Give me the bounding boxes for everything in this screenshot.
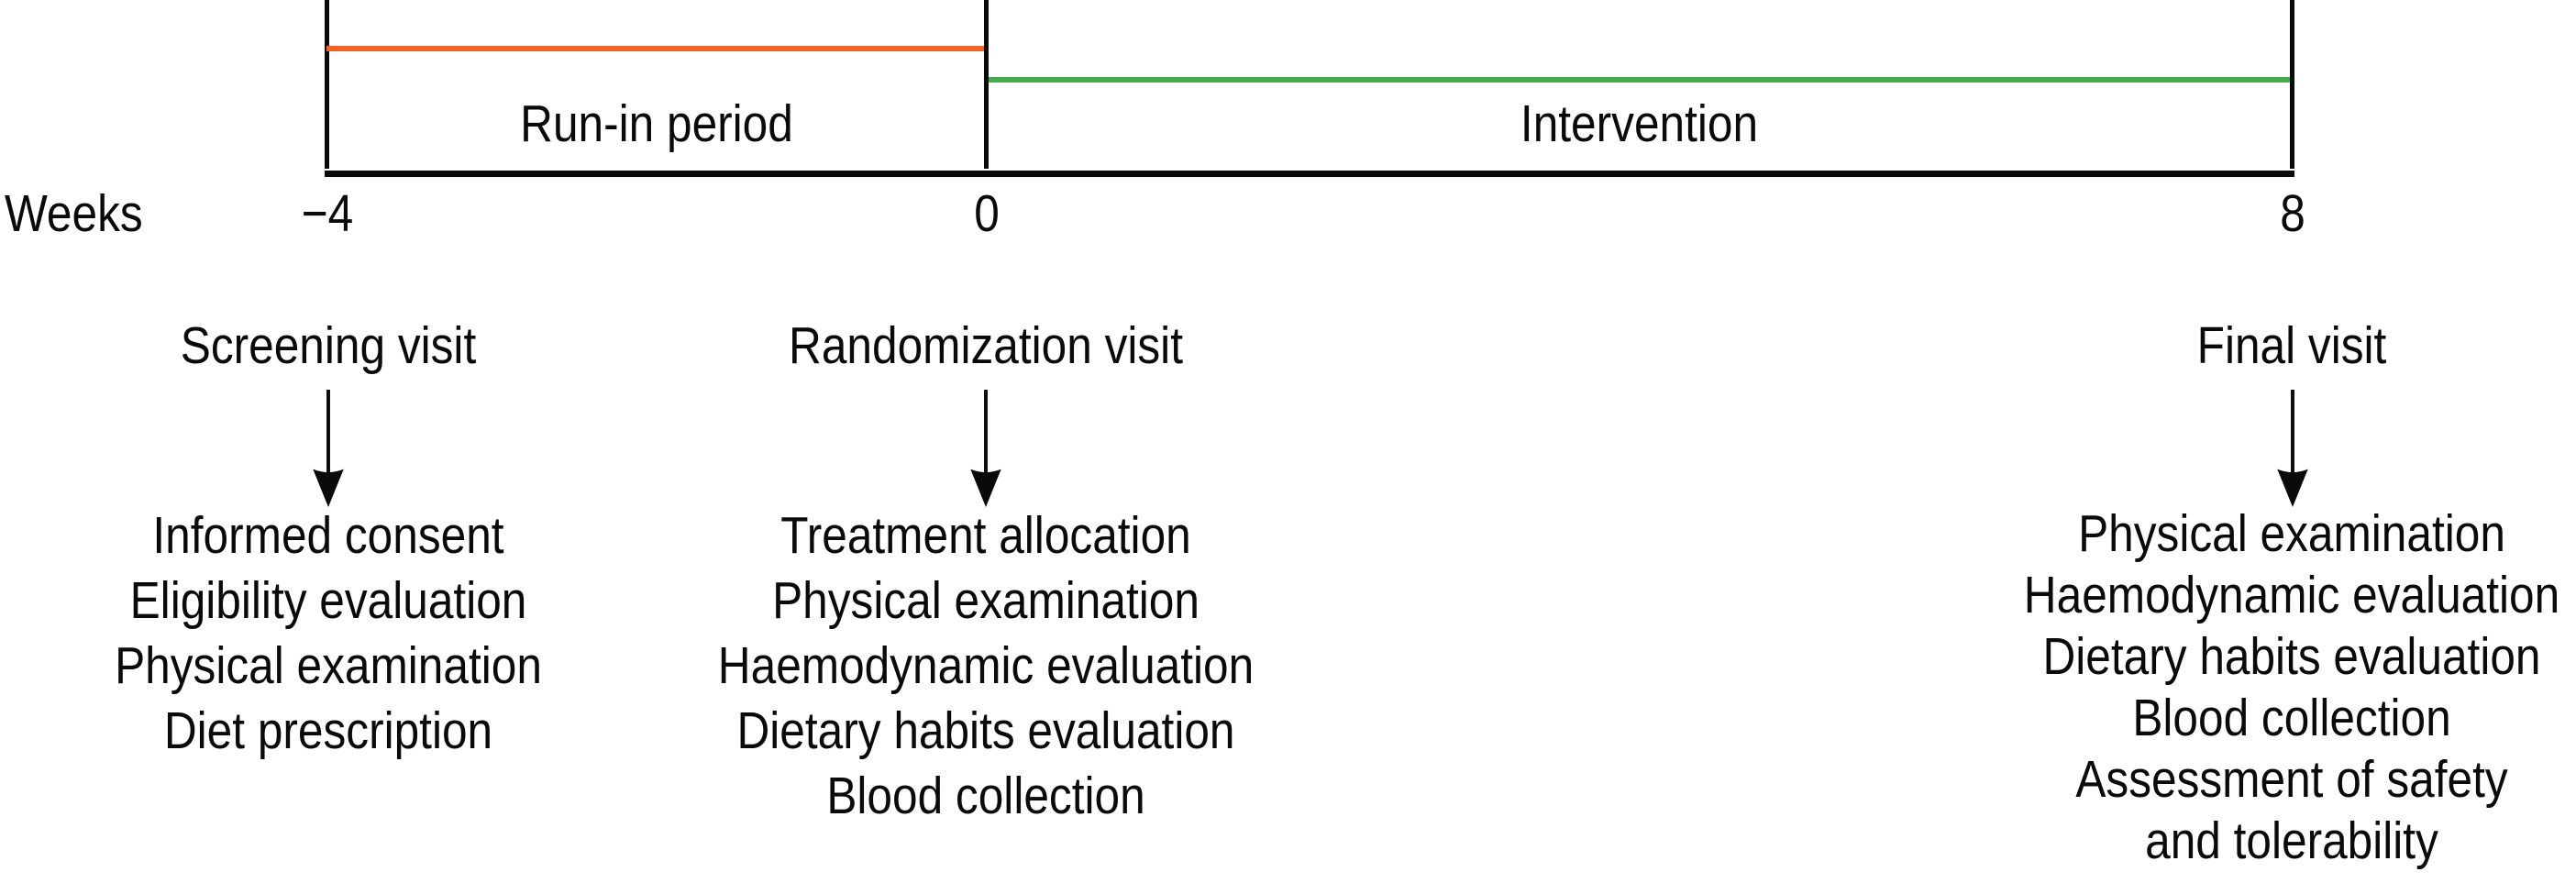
activity-item: Haemodynamic evaluation — [2023, 566, 2560, 624]
activity-item: and tolerability — [2145, 811, 2438, 870]
tick-label-minus4: −4 — [301, 184, 354, 243]
final-visit-activities: Physical examination Haemodynamic evalua… — [2013, 503, 2571, 872]
activity-item: Physical examination — [772, 571, 1200, 630]
screening-visit-title: Screening visit — [180, 316, 477, 375]
timeline-boundary-week-8 — [2290, 0, 2294, 169]
activity-item: Dietary habits evaluation — [736, 701, 1235, 760]
randomization-visit-title: Randomization visit — [789, 316, 1183, 375]
down-arrow-icon — [970, 390, 1001, 507]
activity-item: Assessment of safety — [2075, 750, 2508, 809]
activity-item: Blood collection — [826, 767, 1145, 825]
down-arrow-icon — [313, 390, 344, 507]
screening-visit-activities: Informed consent Eligibility evaluation … — [50, 503, 608, 764]
final-visit-title: Final visit — [2196, 316, 2387, 375]
tick-label-8: 8 — [2280, 184, 2305, 243]
activity-item: Physical examination — [2078, 504, 2505, 563]
activity-item: Physical examination — [115, 636, 542, 695]
activity-item: Dietary habits evaluation — [2042, 627, 2541, 686]
activity-item: Blood collection — [2132, 689, 2451, 747]
run-in-period-line — [326, 46, 984, 51]
timeline-boundary-week-minus4 — [325, 0, 329, 169]
down-arrow-icon — [2277, 390, 2308, 507]
intervention-period-label: Intervention — [1520, 94, 1759, 153]
timeline-boundary-week-0 — [984, 0, 989, 169]
activity-item: Treatment allocation — [780, 506, 1191, 565]
weeks-axis-line — [325, 171, 2294, 177]
intervention-period-line — [989, 77, 2290, 83]
randomization-visit-activities: Treatment allocation Physical examinatio… — [707, 503, 1266, 829]
run-in-period-label: Run-in period — [520, 94, 793, 153]
activity-item: Informed consent — [152, 506, 504, 565]
activity-item: Diet prescription — [163, 701, 493, 760]
activity-item: Haemodynamic evaluation — [717, 636, 1255, 695]
activity-item: Eligibility evaluation — [129, 571, 527, 630]
weeks-axis-title: Weeks — [5, 184, 143, 243]
tick-label-0: 0 — [974, 184, 1000, 243]
